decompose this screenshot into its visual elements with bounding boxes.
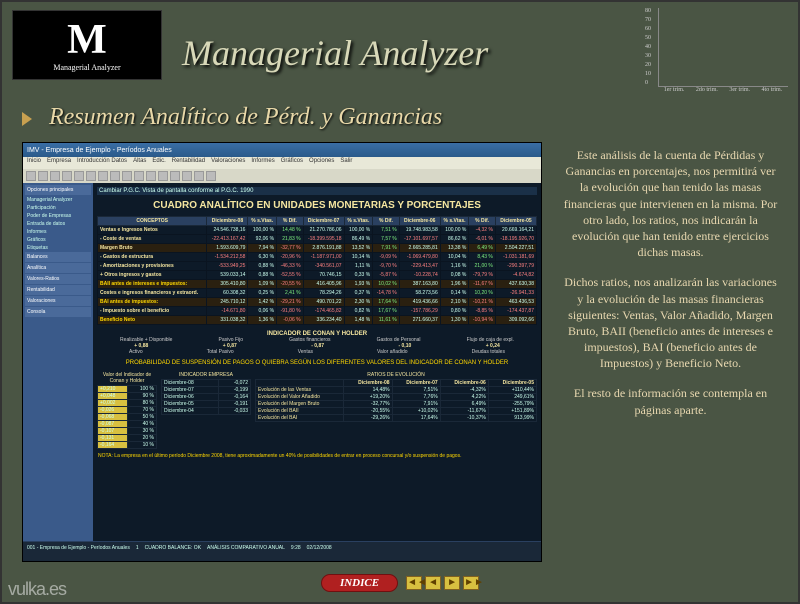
table-row: - Impuesto sobre el beneficio-14.671,800… (98, 307, 537, 316)
table-row: - Amortizaciones y provisiones-533.949,2… (98, 262, 537, 271)
sidebar-item[interactable]: Etiquetas (25, 244, 91, 252)
description-panel: Este análisis de la cuenta de Pérdidas y… (563, 147, 778, 432)
chart-plot: 01020304050607080 (658, 8, 788, 87)
menu-item[interactable]: Edic. (152, 158, 165, 168)
watermark: vulka.es (8, 579, 66, 600)
toolbar-button[interactable] (134, 171, 144, 181)
nav-arrow-button[interactable]: ►► (463, 576, 479, 590)
toolbar-button[interactable] (182, 171, 192, 181)
menu-item[interactable]: Salir (340, 158, 352, 168)
toolbar-button[interactable] (74, 171, 84, 181)
sidebar-section[interactable]: Rentabilidad (25, 285, 91, 295)
toolbar-button[interactable] (26, 171, 36, 181)
table-row: BAII antes de intereses e impuestos:305.… (98, 280, 537, 289)
sidebar-section-main[interactable]: Opciones principales (25, 185, 91, 195)
table-row: BAI antes de impuestos:245.710,121,42 %-… (98, 298, 537, 307)
toolbar-button[interactable] (170, 171, 180, 181)
toolbar-button[interactable] (158, 171, 168, 181)
toolbar-button[interactable] (38, 171, 48, 181)
sidebar-section[interactable]: Consola (25, 307, 91, 317)
menu-item[interactable]: Informes (251, 158, 274, 168)
sidebar-item[interactable]: Managerial Analyzer (25, 196, 91, 204)
bullet-icon (22, 112, 39, 126)
logo: M Managerial Analyzer (12, 10, 162, 80)
table-row: Beneficio Neto331.038,321,36 %-0,06 %336… (98, 316, 537, 325)
sidebar-item[interactable]: Gráficos (25, 236, 91, 244)
toolbar-button[interactable] (146, 171, 156, 181)
sidebar-section[interactable]: Valoraciones (25, 296, 91, 306)
toolbar-button[interactable] (50, 171, 60, 181)
page-title: Managerial Analyzer (182, 32, 488, 74)
app-screenshot: IMV - Empresa de Ejemplo - Períodos Anua… (22, 142, 542, 562)
main-pane: Cambiar P.G.C. Vista de pantalla conform… (93, 183, 541, 541)
bottom-nav: INDICE ◄◄◄►►► (2, 574, 798, 592)
toolbar-button[interactable] (194, 171, 204, 181)
paragraph-3: El resto de información se contempla en … (563, 385, 778, 417)
analytic-table: CONCEPTOSDiciembre-08% s.Vtas.% Dif.Dici… (97, 216, 537, 325)
mid-block-title: INDICADOR EMPRESA (161, 371, 251, 379)
subtitle: Resumen Analítico de Pérd. y Ganancias (49, 104, 442, 131)
menu-item[interactable]: Inicio (27, 158, 41, 168)
paragraph-1: Este análisis de la cuenta de Pérdidas y… (563, 147, 778, 260)
menu-item[interactable]: Altas (133, 158, 146, 168)
sidebar-item[interactable]: Poder de Empresas (25, 212, 91, 220)
toolbar-button[interactable] (86, 171, 96, 181)
nav-arrow-button[interactable]: ► (444, 576, 460, 590)
sidebar-item[interactable]: Informes (25, 228, 91, 236)
window-titlebar: IMV - Empresa de Ejemplo - Períodos Anua… (23, 143, 541, 157)
nav-arrows: ◄◄◄►►► (406, 576, 479, 590)
toolbar-button[interactable] (122, 171, 132, 181)
probability-heading: PROBABILIDAD DE SUSPENSIÓN DE PAGOS O QU… (97, 358, 537, 368)
sidebar-section[interactable]: Valores-Ratios (25, 274, 91, 284)
sidebar-item[interactable]: Entrada de datos (25, 220, 91, 228)
subtitle-row: Resumen Analítico de Pérd. y Ganancias (22, 104, 442, 131)
sidebar-section[interactable]: Balances (25, 252, 91, 262)
statusbar: 001 - Empresa de Ejemplo - Períodos Anua… (23, 541, 541, 553)
menu-item[interactable]: Rentabilidad (172, 158, 205, 168)
table-row: Margen Bruto1.593.609,797,94 %-32,77 %2.… (98, 244, 537, 253)
logo-subtitle: Managerial Analyzer (53, 63, 120, 72)
toolbar-button[interactable] (62, 171, 72, 181)
bottom-blocks: Valor del Indicador de Conan y Holder +0… (97, 371, 537, 449)
right-block-title: RATIOS DE EVOLUCIÓN (255, 371, 537, 379)
logo-letter: M (67, 19, 107, 61)
paragraph-2: Dichos ratios, nos analizarán las variac… (563, 274, 778, 371)
menu-item[interactable]: Gráficos (281, 158, 303, 168)
right-block: RATIOS DE EVOLUCIÓN Diciembre-08Diciembr… (255, 371, 537, 449)
mini-bar-chart: 01020304050607080 1er trim.2do trim.3er … (658, 8, 788, 93)
sidebar[interactable]: Opciones principales Managerial Analyzer… (23, 183, 93, 541)
toolbar[interactable] (23, 169, 541, 183)
menubar[interactable]: Inicio Empresa Introducción Datos Altas Edic… (23, 157, 541, 169)
table-row: + Otros ingresos y gastos539.033,140,88 … (98, 271, 537, 280)
note: NOTA: La empresa en el último período Di… (97, 452, 537, 460)
table-row: - Gastos de estructura-1.534.212,586,30 … (98, 253, 537, 262)
indicator-block: INDICADOR DE CONAN Y HOLDER Realizable +… (97, 331, 537, 355)
table-row: - Coste de ventas-22.413.167,4292,06 %21… (98, 235, 537, 244)
toolbar-button[interactable] (98, 171, 108, 181)
toolbar-button[interactable] (206, 171, 216, 181)
table-row: Ventas e Ingresos Netos24.546.738,16100,… (98, 226, 537, 235)
nav-arrow-button[interactable]: ◄ (425, 576, 441, 590)
left-block: Valor del Indicador de Conan y Holder +0… (97, 371, 157, 449)
sidebar-item[interactable]: Participación (25, 204, 91, 212)
menu-item[interactable]: Opciones (309, 158, 334, 168)
left-block-title: Valor del Indicador de Conan y Holder (97, 371, 157, 385)
sidebar-section[interactable]: Analítica (25, 263, 91, 273)
menu-item[interactable]: Valoraciones (211, 158, 245, 168)
menu-item[interactable]: Introducción Datos (77, 158, 127, 168)
context-bar: Cambiar P.G.C. Vista de pantalla conform… (97, 187, 537, 195)
nav-arrow-button[interactable]: ◄◄ (406, 576, 422, 590)
indice-button[interactable]: INDICE (321, 574, 398, 592)
menu-item[interactable]: Empresa (47, 158, 71, 168)
toolbar-button[interactable] (110, 171, 120, 181)
table-row: Costes e ingresos financieros y extraord… (98, 289, 537, 298)
mid-block: INDICADOR EMPRESA Diciembre-08-0,072Dici… (161, 371, 251, 449)
table-heading: CUADRO ANALÍTICO EN UNIDADES MONETARIAS … (97, 198, 537, 213)
